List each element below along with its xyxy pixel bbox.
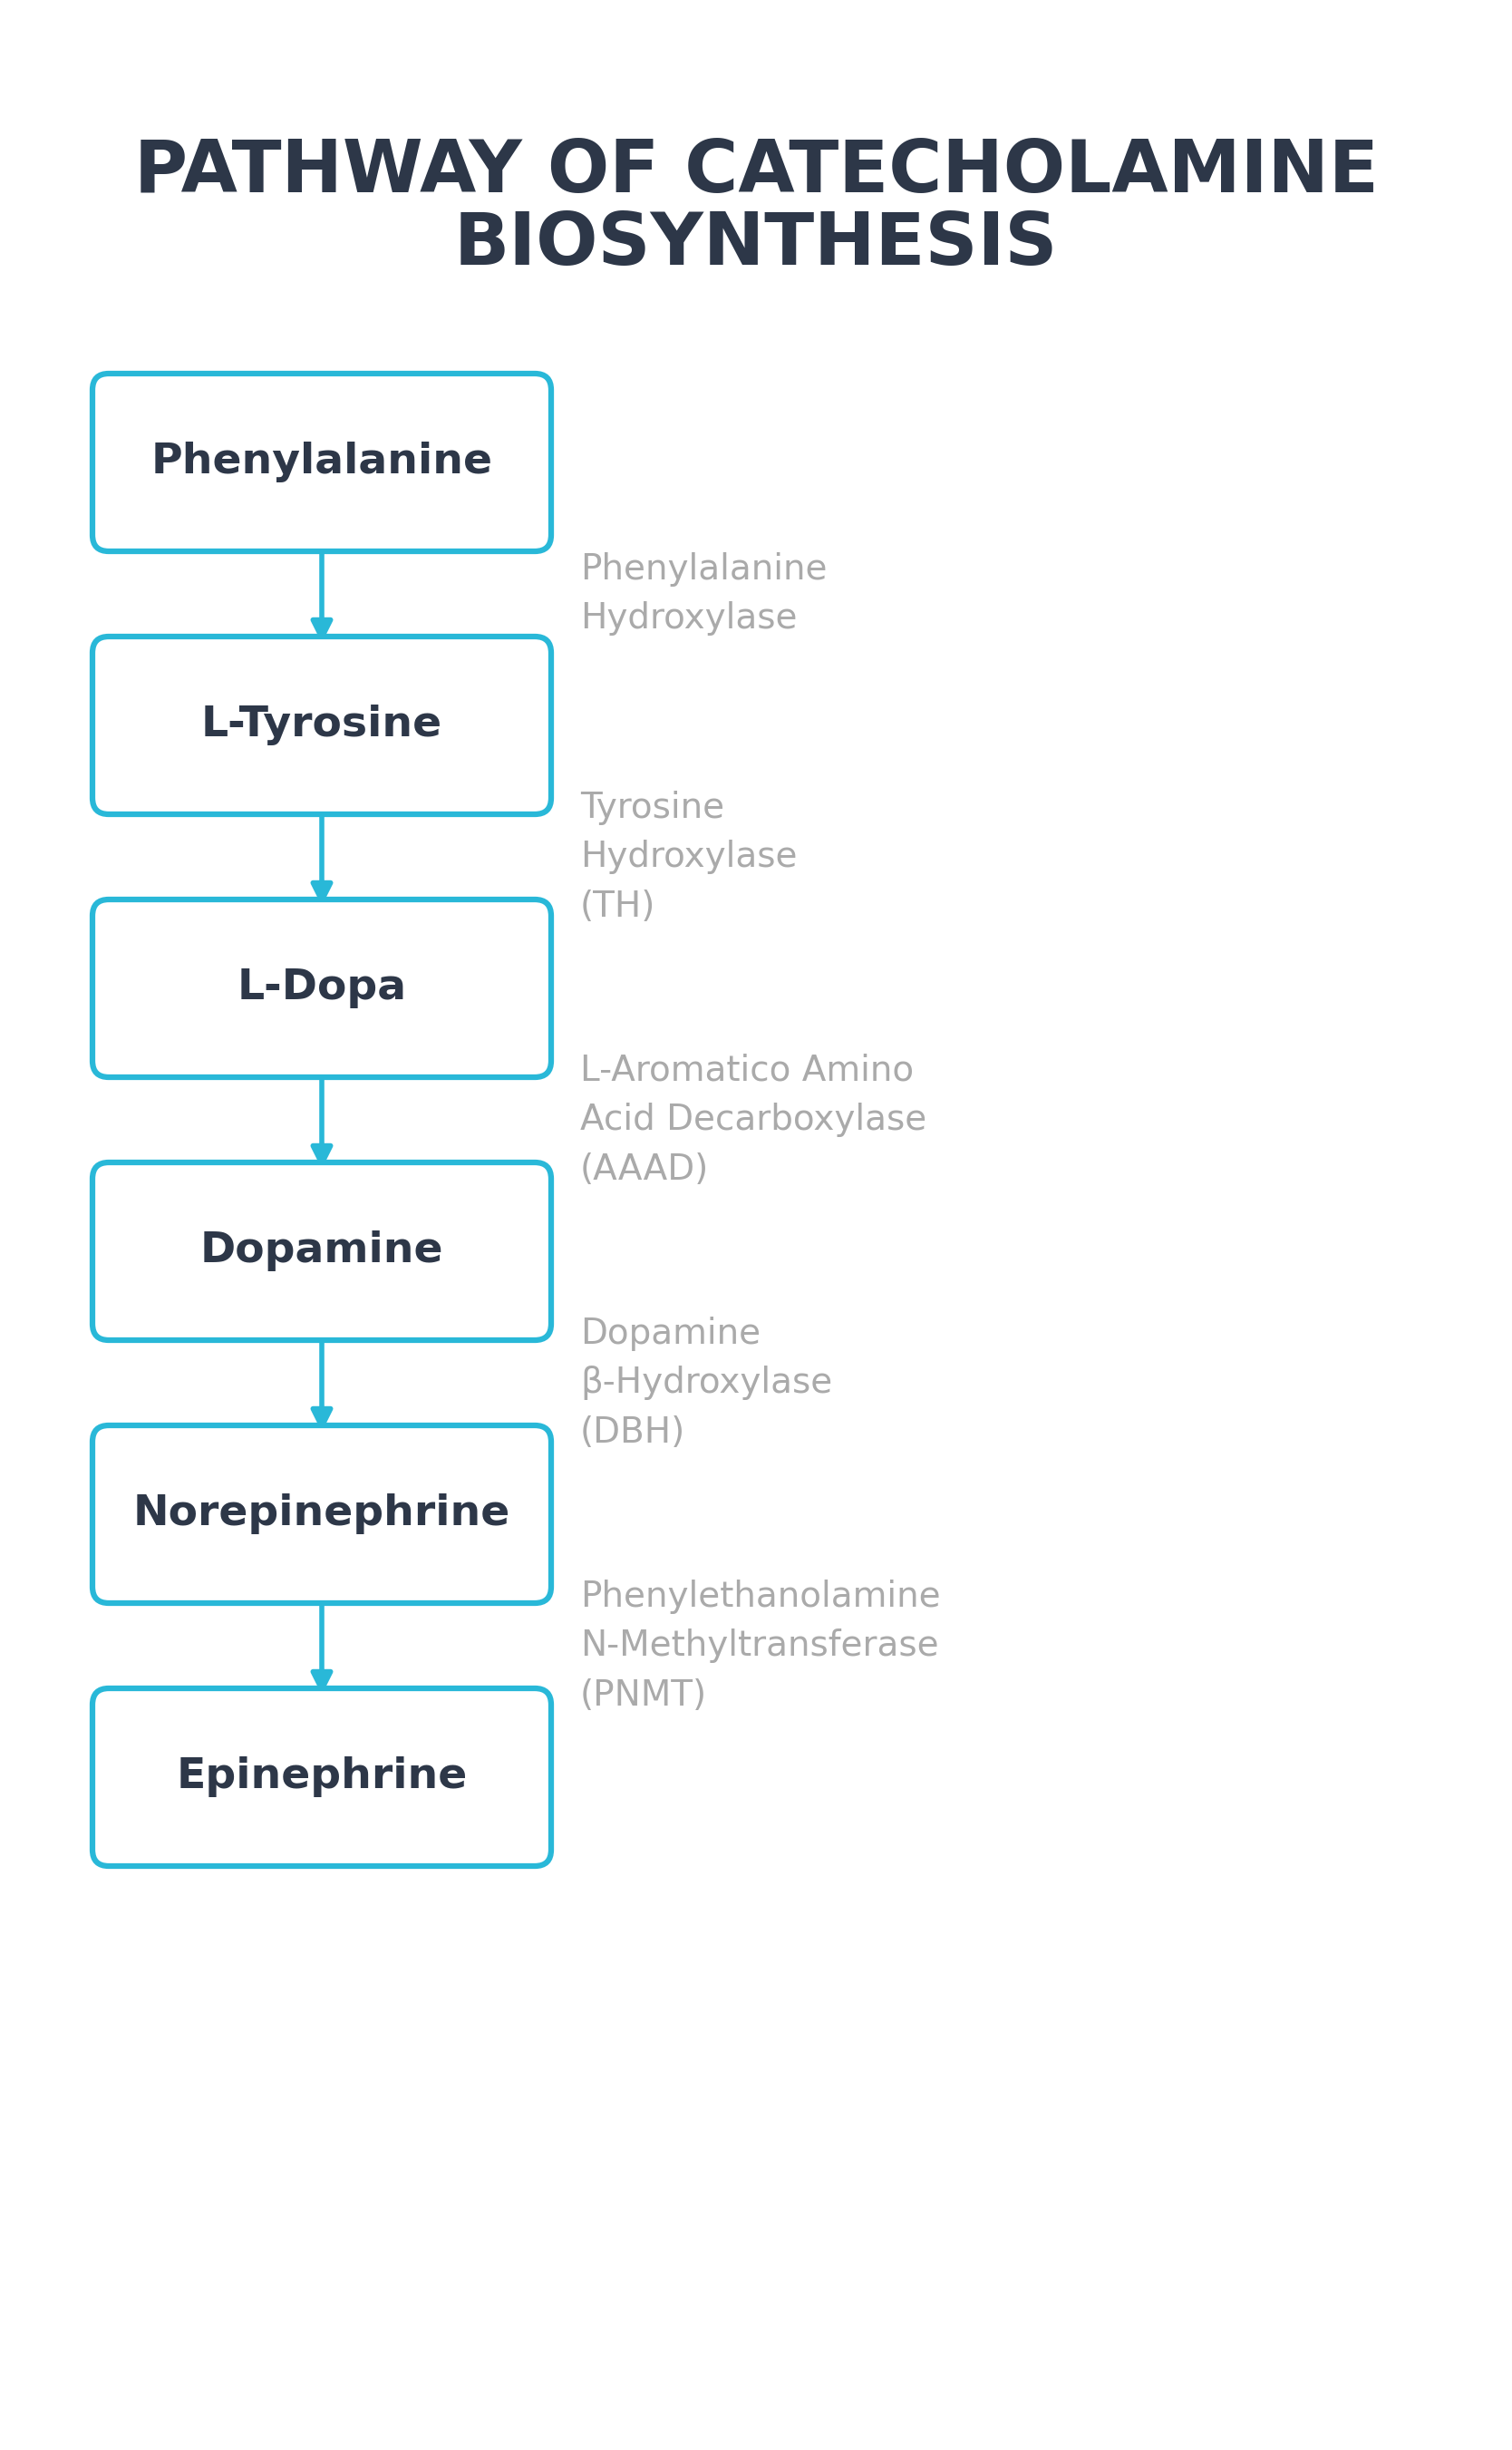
FancyBboxPatch shape [92, 637, 552, 813]
Text: Dopamine
β-Hydroxylase
(DBH): Dopamine β-Hydroxylase (DBH) [581, 1316, 833, 1450]
Text: L-Aromatico Amino
Acid Decarboxylase
(AAAD): L-Aromatico Amino Acid Decarboxylase (AA… [581, 1054, 927, 1186]
FancyBboxPatch shape [92, 1688, 552, 1867]
Text: L-Tyrosine: L-Tyrosine [201, 706, 443, 745]
Text: Epinephrine: Epinephrine [177, 1757, 467, 1798]
Text: Tyrosine
Hydroxylase
(TH): Tyrosine Hydroxylase (TH) [581, 791, 797, 924]
Text: Phenylalanine
Hydroxylase: Phenylalanine Hydroxylase [581, 551, 827, 637]
Text: Norepinephrine: Norepinephrine [133, 1494, 511, 1534]
Text: BIOSYNTHESIS: BIOSYNTHESIS [454, 208, 1058, 279]
Text: Dopamine: Dopamine [200, 1230, 443, 1272]
Text: L-Dopa: L-Dopa [237, 968, 407, 1009]
FancyBboxPatch shape [92, 1426, 552, 1602]
Text: PATHWAY OF CATECHOLAMINE: PATHWAY OF CATECHOLAMINE [133, 137, 1379, 208]
Text: Phenylethanolamine
N-Methyltransferase
(PNMT): Phenylethanolamine N-Methyltransferase (… [581, 1580, 940, 1713]
FancyBboxPatch shape [92, 899, 552, 1078]
Text: Phenylalanine: Phenylalanine [151, 441, 493, 483]
FancyBboxPatch shape [92, 372, 552, 551]
FancyBboxPatch shape [92, 1161, 552, 1340]
